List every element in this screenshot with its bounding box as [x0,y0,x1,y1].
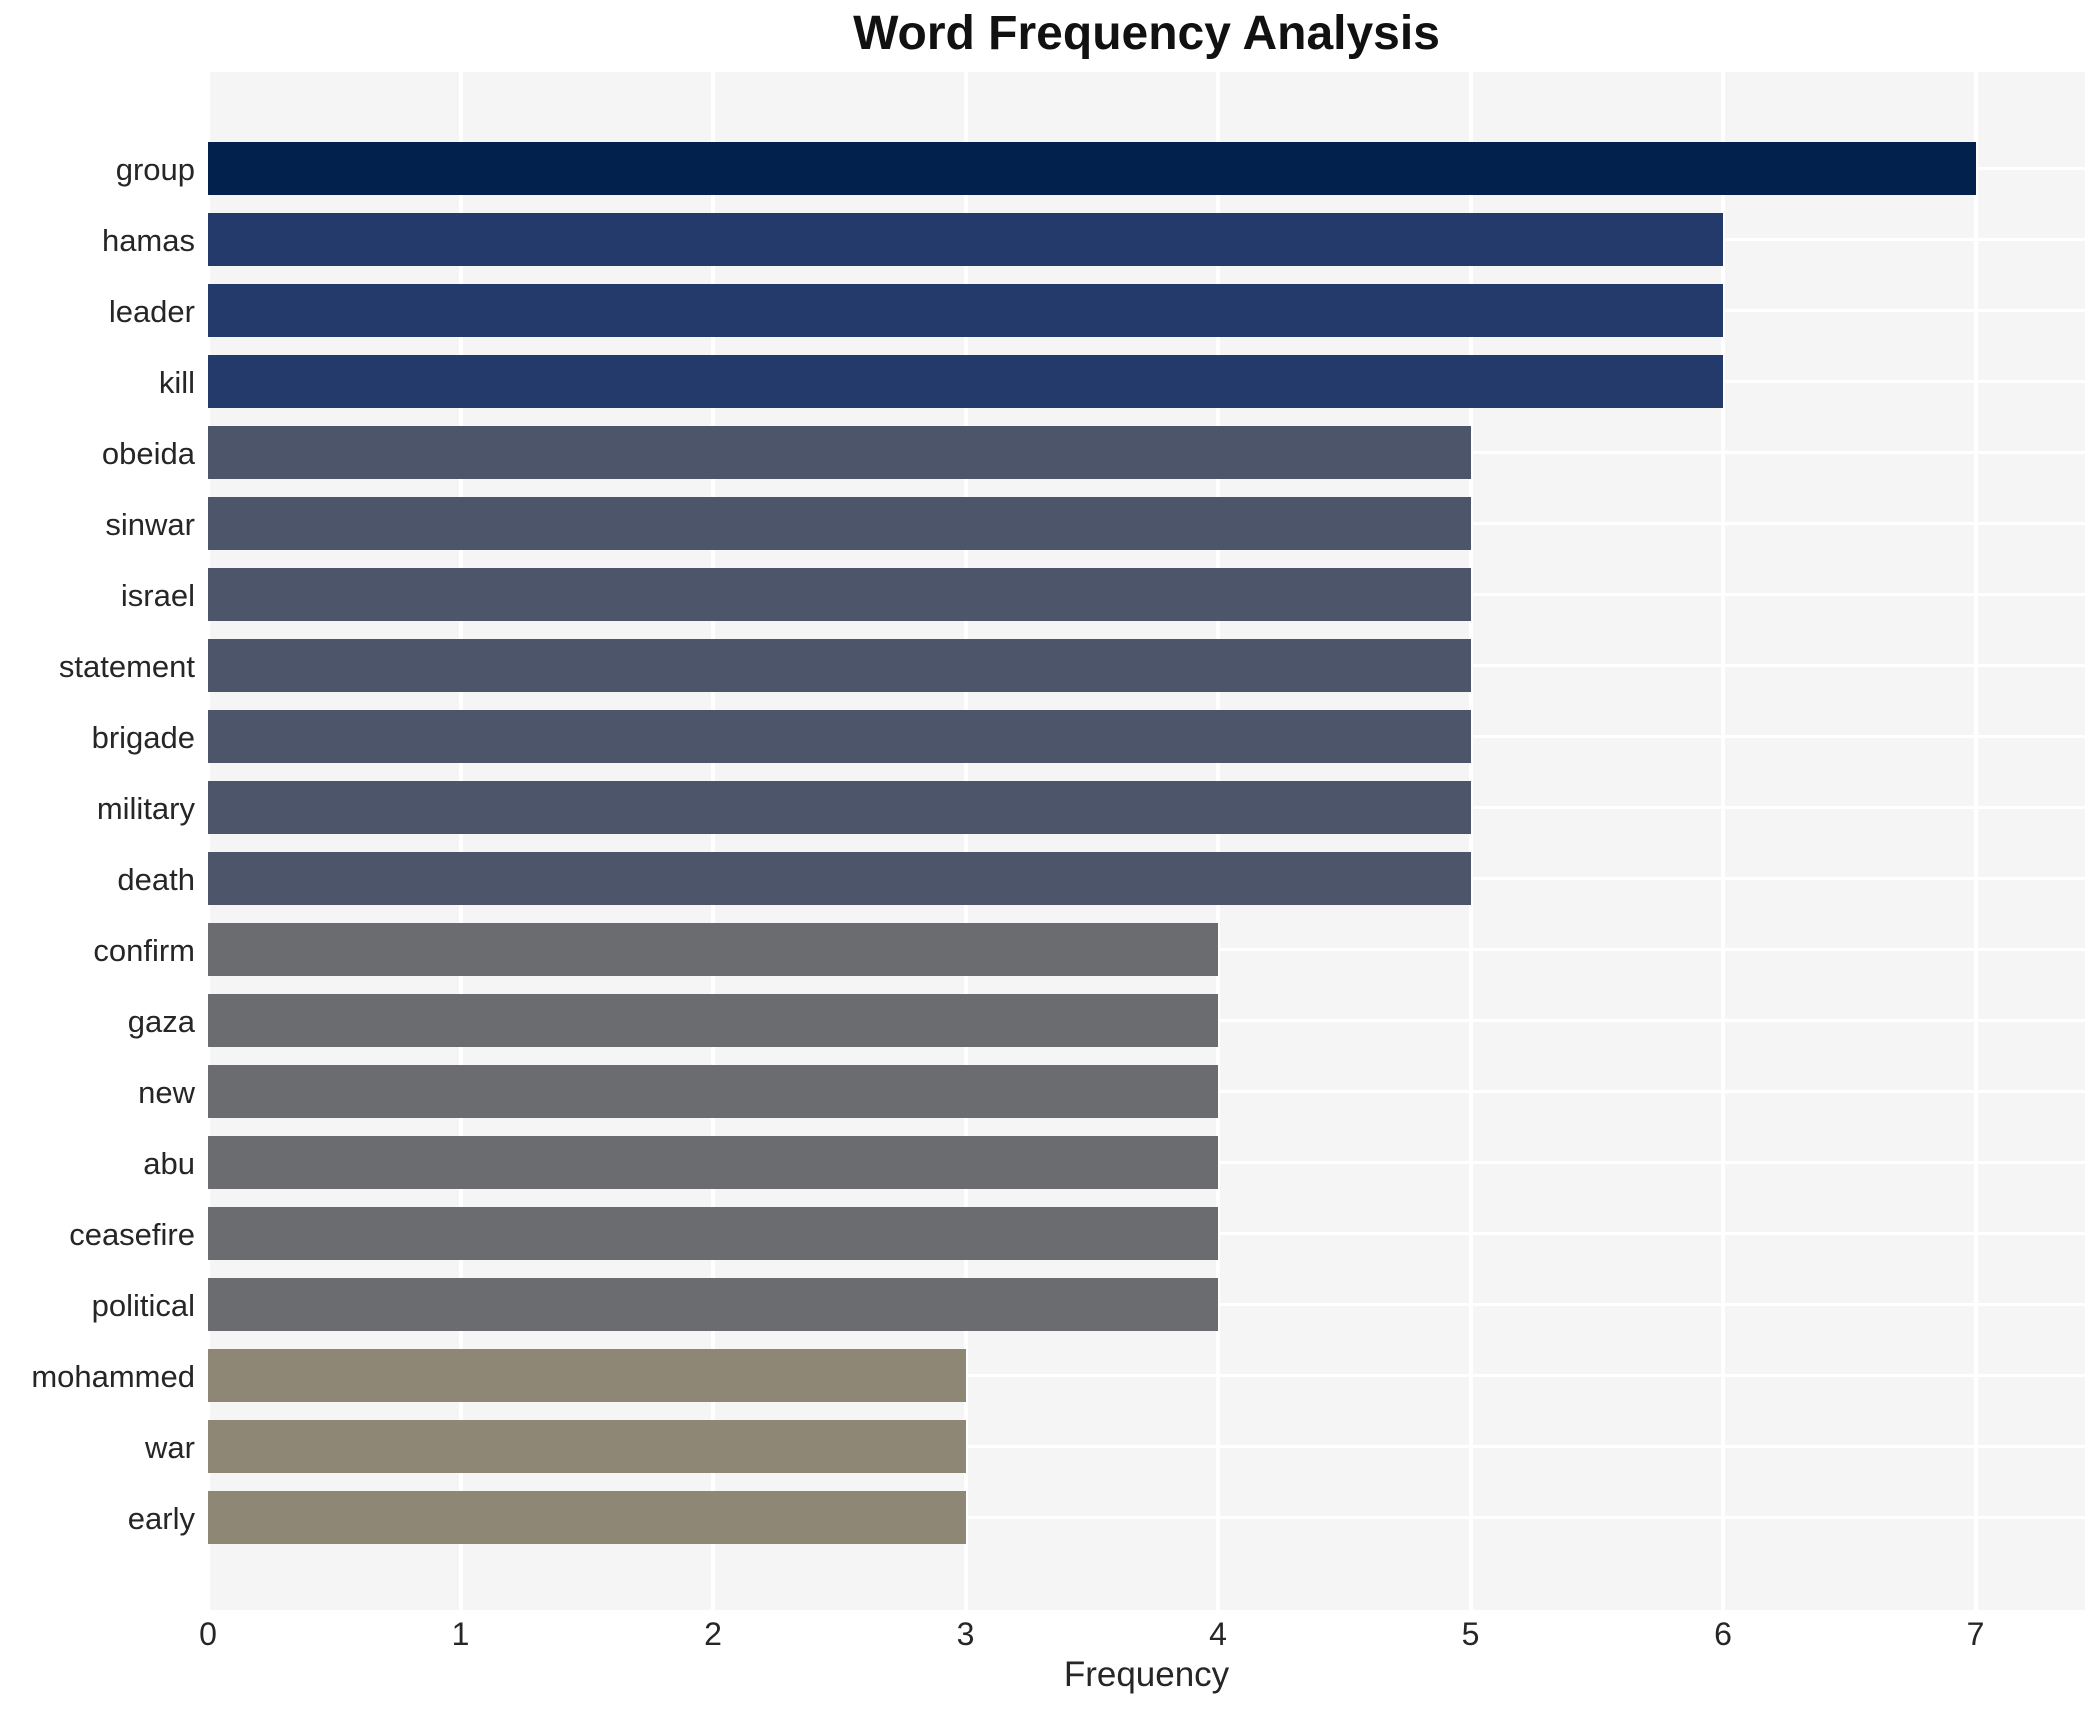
bar-military [208,781,1471,834]
bar-statement [208,639,1471,692]
bar-gaza [208,994,1218,1047]
y-tick-label-mohammed: mohammed [31,1358,195,1394]
y-tick-label-political: political [91,1287,195,1323]
y-tick-label-ceasefire: ceasefire [69,1216,195,1252]
gridline-horizontal [208,1445,2085,1448]
bar-death [208,852,1471,905]
x-tick-label-3: 3 [956,1616,975,1652]
bar-political [208,1278,1218,1331]
bar-hamas [208,213,1723,266]
gridline-vertical [1468,72,1473,1610]
y-tick-label-confirm: confirm [93,932,195,968]
bar-sinwar [208,497,1471,550]
y-tick-label-military: military [96,790,195,826]
bar-abu [208,1136,1218,1189]
bar-new [208,1065,1218,1118]
plot-area [206,72,2085,1610]
y-tick-label-israel: israel [120,577,195,613]
gridline-horizontal [208,1516,2085,1519]
x-tick-label-4: 4 [1209,1616,1227,1652]
y-tick-label-abu: abu [143,1145,195,1181]
x-tick-label-7: 7 [1966,1616,1985,1652]
y-tick-label-death: death [117,861,195,897]
bar-ceasefire [208,1207,1218,1260]
y-tick-label-obeida: obeida [101,435,195,471]
bar-obeida [208,426,1471,479]
bar-brigade [208,710,1471,763]
gridline-vertical [1973,72,1978,1610]
gridline-vertical [963,72,968,1610]
y-tick-label-sinwar: sinwar [105,506,195,542]
y-tick-label-group: group [115,151,195,187]
bar-kill [208,355,1723,408]
bar-early [208,1491,966,1544]
y-tick-label-new: new [138,1074,195,1110]
gridline-vertical [1721,72,1725,1610]
bar-israel [208,568,1471,621]
bar-group [208,142,1976,195]
bar-mohammed [208,1349,966,1402]
x-tick-label-2: 2 [704,1616,722,1652]
y-tick-label-brigade: brigade [91,719,195,755]
bar-war [208,1420,966,1473]
chart-title: Word Frequency Analysis [853,7,1440,60]
y-tick-label-war: war [145,1429,195,1465]
x-tick-label-5: 5 [1461,1616,1480,1652]
gridline-vertical [458,72,463,1610]
gridline-vertical [1216,72,1220,1610]
y-tick-label-hamas: hamas [101,222,195,258]
x-tick-label-1: 1 [451,1616,470,1652]
y-tick-label-early: early [127,1500,195,1536]
bar-leader [208,284,1723,337]
bar-confirm [208,923,1218,976]
y-tick-label-leader: leader [108,293,195,329]
gridline-horizontal [208,1374,2085,1377]
x-tick-label-0: 0 [199,1616,217,1652]
x-axis-label: Frequency [1063,1655,1230,1694]
y-tick-label-statement: statement [58,648,195,684]
gridline-vertical [206,72,210,1610]
y-tick-label-kill: kill [158,364,195,400]
x-tick-label-6: 6 [1714,1616,1732,1652]
gridline-vertical [711,72,715,1610]
y-tick-label-gaza: gaza [127,1003,195,1039]
